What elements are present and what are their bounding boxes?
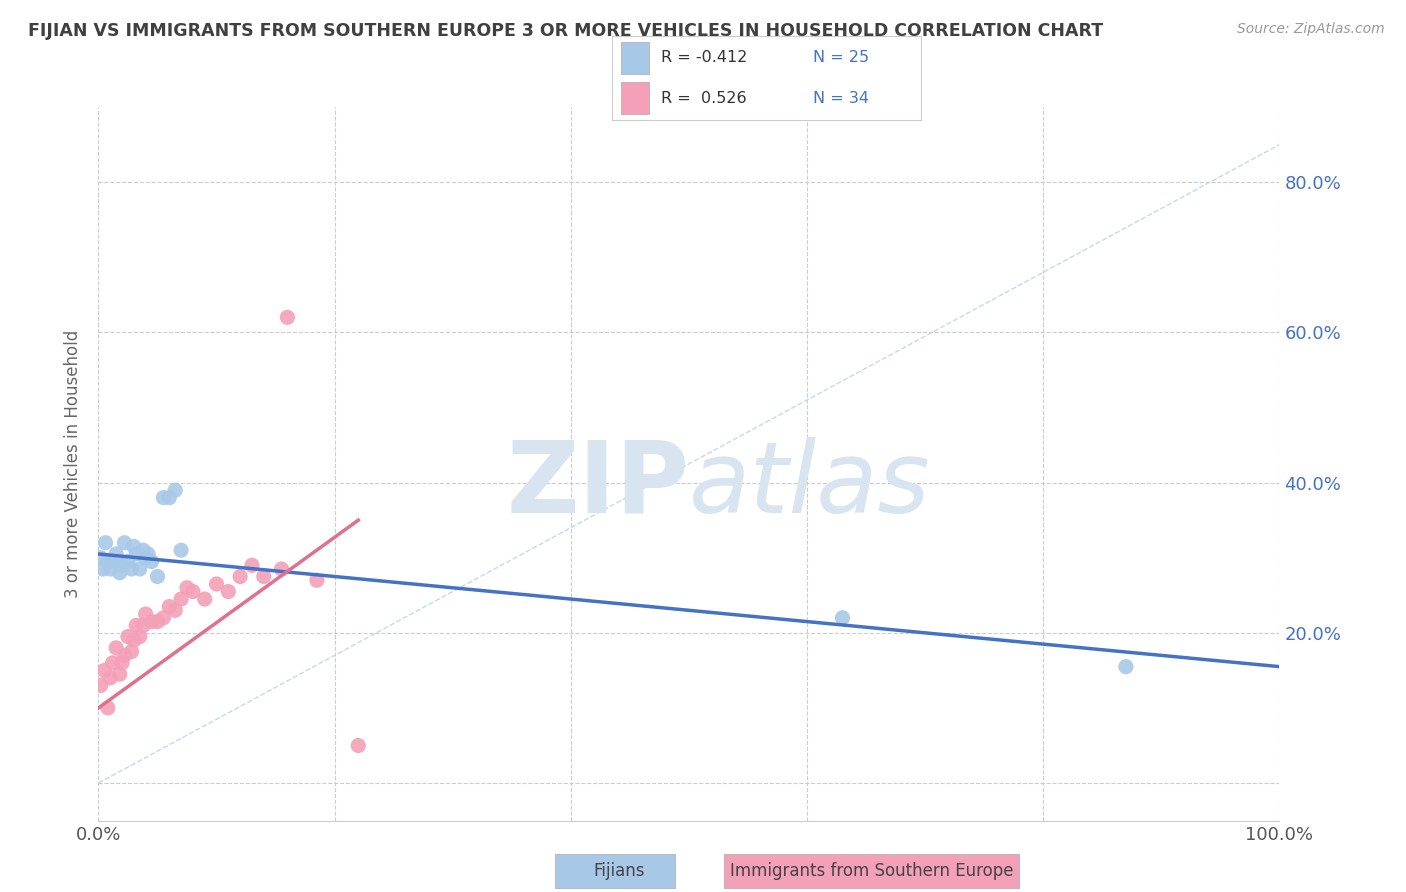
Point (128, 630, 150, 644)
Point (112, 648, 135, 663)
Point (165, 483, 187, 497)
Point (170, 592, 193, 607)
Point (98, 562, 121, 576)
Text: Fijians: Fijians (593, 862, 644, 880)
Point (135, 550, 157, 565)
Point (229, 569, 252, 583)
Point (132, 618, 155, 632)
Text: R =  0.526: R = 0.526 (661, 91, 747, 106)
Point (132, 543, 155, 558)
Point (122, 633, 145, 648)
Point (117, 630, 139, 644)
Point (93, 664, 115, 678)
Point (305, 574, 328, 588)
Point (91, 562, 114, 576)
Text: ZIP: ZIP (506, 437, 689, 533)
Point (152, 611, 174, 625)
Point (146, 615, 169, 629)
FancyBboxPatch shape (621, 82, 648, 114)
Point (240, 558, 263, 573)
Point (111, 558, 134, 573)
Point (125, 547, 148, 561)
Point (101, 656, 124, 670)
Point (121, 562, 143, 576)
Point (165, 603, 187, 617)
Text: N = 34: N = 34 (813, 91, 869, 106)
Point (831, 611, 853, 625)
Point (98, 671, 121, 685)
Point (121, 645, 143, 659)
Point (253, 569, 276, 583)
Point (94, 535, 117, 549)
Point (217, 584, 239, 599)
Point (157, 599, 180, 614)
Point (105, 547, 128, 561)
Point (194, 592, 217, 607)
Point (141, 615, 163, 629)
Point (90, 678, 112, 692)
Point (122, 540, 145, 554)
Point (111, 656, 134, 670)
Point (141, 554, 163, 568)
Point (205, 577, 228, 591)
Point (170, 543, 193, 558)
Text: N = 25: N = 25 (813, 50, 869, 65)
Y-axis label: 3 or more Vehicles in Household: 3 or more Vehicles in Household (65, 330, 83, 598)
Point (101, 554, 124, 568)
Point (105, 640, 128, 655)
Point (181, 584, 204, 599)
Point (112, 535, 135, 549)
Point (97, 701, 120, 715)
Point (152, 491, 174, 505)
Text: atlas: atlas (689, 437, 931, 533)
Point (135, 607, 157, 621)
FancyBboxPatch shape (621, 42, 648, 74)
Text: R = -0.412: R = -0.412 (661, 50, 748, 65)
Text: Source: ZipAtlas.com: Source: ZipAtlas.com (1237, 22, 1385, 37)
Point (128, 562, 150, 576)
Point (90, 550, 112, 565)
Point (176, 581, 198, 595)
Point (276, 310, 298, 325)
Point (146, 569, 169, 583)
Point (1115, 659, 1137, 673)
Point (108, 667, 131, 681)
Text: FIJIAN VS IMMIGRANTS FROM SOUTHERN EUROPE 3 OR MORE VEHICLES IN HOUSEHOLD CORREL: FIJIAN VS IMMIGRANTS FROM SOUTHERN EUROP… (28, 22, 1104, 40)
Point (347, 739, 370, 753)
Text: Immigrants from Southern Europe: Immigrants from Southern Europe (730, 862, 1014, 880)
Point (270, 562, 292, 576)
Point (97, 554, 120, 568)
Point (108, 566, 131, 580)
Point (136, 547, 159, 561)
Point (117, 554, 139, 568)
Point (157, 491, 180, 505)
Point (125, 618, 148, 632)
